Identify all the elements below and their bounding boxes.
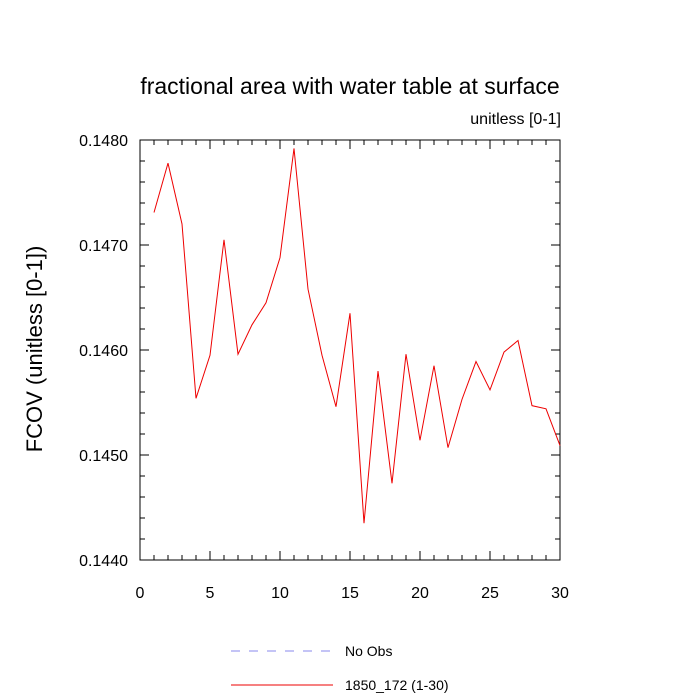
x-tick-label: 0 [136,585,145,602]
y-tick-label: 0.1450 [79,448,128,465]
y-tick-label: 0.1480 [79,133,128,150]
x-tick-label: 25 [481,585,499,602]
x-tick-label: 20 [411,585,429,602]
y-axis-label: FCOV (unitless [0-1]) [22,246,47,453]
series-lines [153,148,561,524]
axis-ticks: 0 5 10 15 20 25 30 0.1440 0.1450 0.1460 0.1470 0.14… [79,133,569,602]
x-tick-label: 15 [341,585,359,602]
y-tick-label: 0.1470 [79,238,128,255]
plot-frame [139,139,561,561]
x-tick-label: 5 [206,585,215,602]
series-line-1 [153,148,561,524]
legend-label: 1850_172 (1-30) [345,677,449,693]
x-tick-label: 30 [551,585,569,602]
y-tick-label: 0.1440 [79,553,128,570]
y-tick-label: 0.1460 [79,343,128,360]
x-tick-label: 10 [271,585,289,602]
chart-title: fractional area with water table at surf… [140,73,559,99]
legend: No Obs 1850_172 (1-30) [231,643,449,693]
legend-label: No Obs [345,643,392,659]
chart-subtitle: unitless [0-1] [470,111,561,128]
